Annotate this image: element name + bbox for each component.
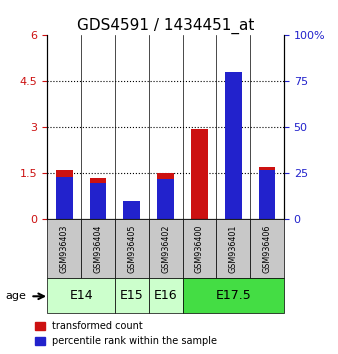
Bar bbox=[259, 170, 275, 219]
Bar bbox=[123, 201, 140, 219]
FancyBboxPatch shape bbox=[115, 219, 149, 278]
Bar bbox=[157, 173, 174, 219]
Bar bbox=[56, 170, 73, 219]
Text: GSM936403: GSM936403 bbox=[60, 224, 69, 273]
Text: GSM936406: GSM936406 bbox=[263, 224, 271, 273]
Text: E14: E14 bbox=[69, 289, 93, 302]
Bar bbox=[157, 179, 174, 219]
Text: GSM936401: GSM936401 bbox=[229, 224, 238, 273]
Text: E15: E15 bbox=[120, 289, 144, 302]
Text: GSM936405: GSM936405 bbox=[127, 224, 136, 273]
Bar bbox=[56, 177, 73, 219]
Text: GSM936404: GSM936404 bbox=[94, 224, 102, 273]
FancyBboxPatch shape bbox=[115, 278, 149, 313]
FancyBboxPatch shape bbox=[81, 219, 115, 278]
FancyBboxPatch shape bbox=[183, 278, 284, 313]
Legend: transformed count, percentile rank within the sample: transformed count, percentile rank withi… bbox=[32, 319, 220, 349]
FancyBboxPatch shape bbox=[216, 219, 250, 278]
FancyBboxPatch shape bbox=[149, 278, 183, 313]
FancyBboxPatch shape bbox=[149, 219, 183, 278]
FancyBboxPatch shape bbox=[250, 219, 284, 278]
Text: age: age bbox=[5, 291, 26, 301]
FancyBboxPatch shape bbox=[47, 219, 81, 278]
Bar bbox=[191, 129, 208, 219]
FancyBboxPatch shape bbox=[47, 278, 115, 313]
Text: GSM936400: GSM936400 bbox=[195, 224, 204, 273]
Title: GDS4591 / 1434451_at: GDS4591 / 1434451_at bbox=[77, 18, 254, 34]
Bar bbox=[90, 178, 106, 219]
Text: GSM936402: GSM936402 bbox=[161, 224, 170, 273]
Bar bbox=[123, 211, 140, 219]
Bar bbox=[225, 74, 242, 219]
FancyBboxPatch shape bbox=[183, 219, 216, 278]
Bar bbox=[259, 167, 275, 219]
Bar bbox=[90, 183, 106, 219]
Bar bbox=[225, 72, 242, 219]
Text: E16: E16 bbox=[154, 289, 177, 302]
Text: E17.5: E17.5 bbox=[215, 289, 251, 302]
